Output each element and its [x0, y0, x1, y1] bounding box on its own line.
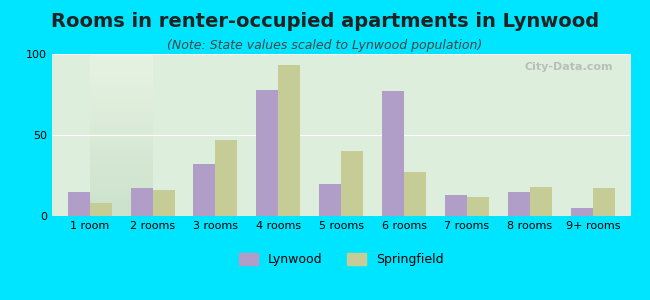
Bar	[153, 190, 175, 216]
Bar	[256, 90, 278, 216]
Text: (Note: State values scaled to Lynwood population): (Note: State values scaled to Lynwood po…	[168, 39, 482, 52]
Bar	[68, 192, 90, 216]
Bar	[593, 188, 615, 216]
Text: City-Data.com: City-Data.com	[525, 62, 613, 72]
Bar	[194, 164, 216, 216]
Bar	[131, 188, 153, 216]
Bar	[508, 192, 530, 216]
Bar	[467, 196, 489, 216]
Bar	[445, 195, 467, 216]
Bar	[530, 187, 552, 216]
Bar	[278, 65, 300, 216]
Bar	[404, 172, 426, 216]
Bar	[90, 203, 112, 216]
Bar	[341, 151, 363, 216]
Bar	[571, 208, 593, 216]
Bar	[216, 140, 237, 216]
Text: Rooms in renter-occupied apartments in Lynwood: Rooms in renter-occupied apartments in L…	[51, 12, 599, 31]
Bar	[319, 184, 341, 216]
Bar	[382, 91, 404, 216]
Legend: Lynwood, Springfield: Lynwood, Springfield	[234, 248, 448, 271]
